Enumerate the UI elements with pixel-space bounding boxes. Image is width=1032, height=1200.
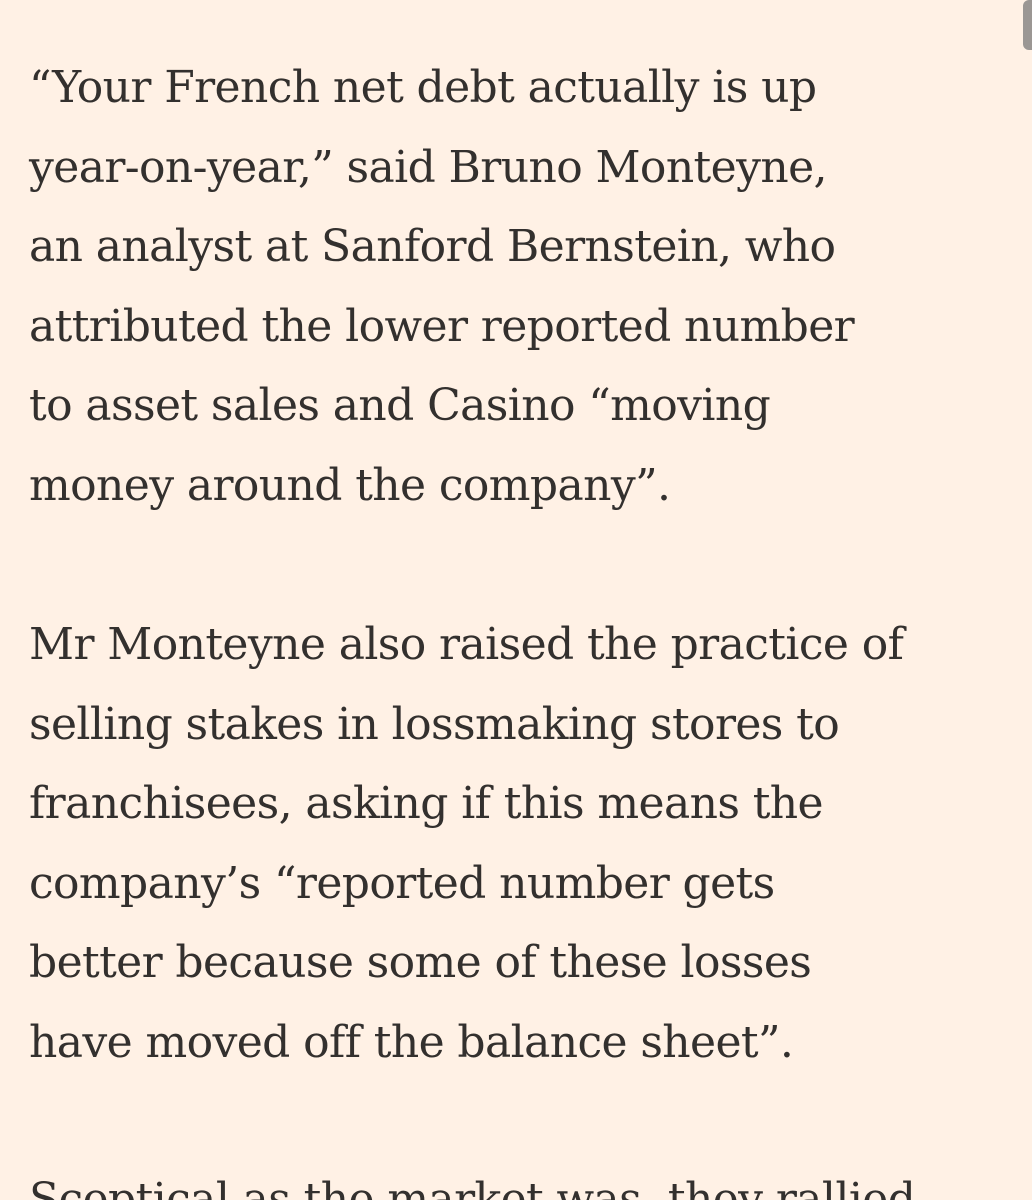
paragraph-line: to asset sales and Casino “moving bbox=[29, 380, 771, 431]
paragraph-line: money around the company”. bbox=[29, 459, 671, 511]
article-body: “Your French net debt actually is up yea… bbox=[29, 48, 1019, 1162]
paragraph-line: have moved off the balance sheet”. bbox=[29, 1016, 794, 1068]
scrollbar-thumb[interactable] bbox=[1023, 0, 1032, 50]
paragraph-line: “Your French net debt actually is up bbox=[29, 62, 817, 113]
article-paragraph: Mr Monteyne also raised the practice of … bbox=[29, 605, 1019, 1082]
paragraph-line: year-on-year,” said Bruno Monteyne, bbox=[29, 141, 828, 193]
paragraph-line: attributed the lower reported number bbox=[29, 300, 855, 352]
scrollbar[interactable] bbox=[1018, 0, 1032, 1200]
paragraph-line: better because some of these losses bbox=[29, 937, 812, 988]
paragraph-line: Sceptical as the market was, they rallie… bbox=[29, 1174, 916, 1200]
paragraph-line: an analyst at Sanford Bernstein, who bbox=[29, 221, 836, 272]
paragraph-line: franchisees, asking if this means the bbox=[29, 778, 824, 829]
next-paragraph-clipped: Sceptical as the market was, they rallie… bbox=[29, 1172, 1019, 1200]
article-paragraph: “Your French net debt actually is up yea… bbox=[29, 48, 1019, 525]
paragraph-line: selling stakes in lossmaking stores to bbox=[29, 698, 840, 750]
paragraph-line: company’s “reported number gets bbox=[29, 857, 775, 909]
paragraph-line: Mr Monteyne also raised the practice of bbox=[29, 619, 904, 670]
